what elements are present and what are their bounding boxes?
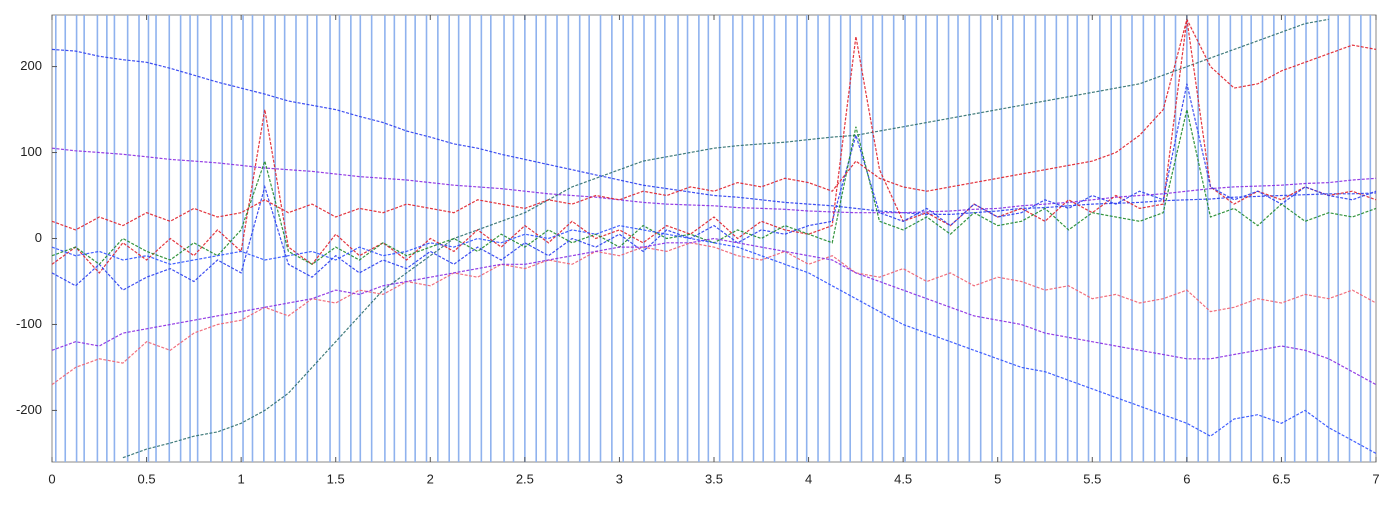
trace: [51, 83, 1377, 291]
y-tick-label: 200: [20, 58, 42, 73]
traces: [51, 17, 1377, 459]
x-tick-label: 6: [1183, 471, 1190, 486]
trace: [51, 19, 1377, 274]
y-tick-label: -100: [16, 316, 42, 331]
x-tick-label: 1.5: [327, 471, 345, 486]
y-tick-label: 0: [35, 230, 42, 245]
x-tick-label: 1: [238, 471, 245, 486]
x-tick-label: 2: [427, 471, 434, 486]
y-tick-label: -200: [16, 402, 42, 417]
x-tick-label: 7: [1372, 471, 1379, 486]
trace: [51, 109, 1377, 266]
x-tick-label: 4: [805, 471, 812, 486]
trace: [51, 17, 1377, 231]
y-tick-label: 100: [20, 144, 42, 159]
trace: [51, 242, 1377, 386]
x-tick-label: 4.5: [894, 471, 912, 486]
trace: [122, 18, 1329, 459]
trace: [51, 147, 1377, 214]
x-tick-label: 6.5: [1272, 471, 1290, 486]
x-tick-label: 3: [616, 471, 623, 486]
trace: [51, 237, 1377, 386]
x-tick-label: 5: [994, 471, 1001, 486]
trace: [51, 224, 1377, 454]
axes: 0 0.5 1 1.5 2 2.5 3 3.5 4 4.5 5 5.5 6 6.5 7 -200 -100 0 10…: [16, 15, 1380, 486]
x-tick-label: 3.5: [705, 471, 723, 486]
x-tick-label: 0: [48, 471, 55, 486]
trace: [51, 48, 1377, 215]
x-tick-label: 5.5: [1083, 471, 1101, 486]
x-tick-label: 0.5: [138, 471, 156, 486]
x-tick-label: 2.5: [516, 471, 534, 486]
